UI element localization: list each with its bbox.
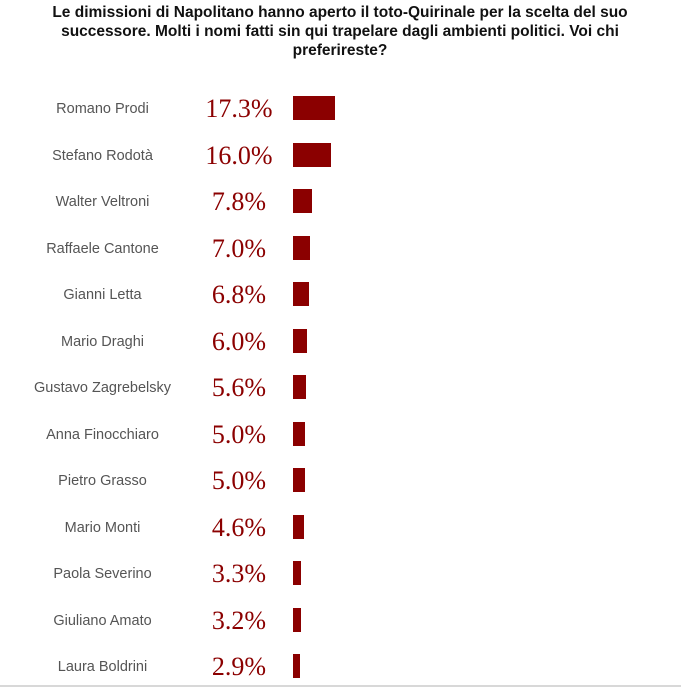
candidate-name: Gustavo Zagrebelsky — [33, 380, 171, 396]
percent-bar — [293, 329, 307, 353]
candidate-name: Mario Monti — [64, 520, 141, 536]
percent-bar — [293, 236, 310, 260]
percent-label: 7.8% — [211, 187, 267, 216]
candidate-name: Raffaele Cantone — [46, 241, 159, 257]
percent-label: 6.0% — [211, 327, 267, 356]
poll-row: Gianni Letta 6.8% — [0, 280, 681, 326]
poll-question: Le dimissioni di Napolitano hanno aperto… — [52, 4, 628, 59]
percent-bar — [293, 515, 304, 539]
poll-row: Paola Severino 3.3% — [0, 559, 681, 605]
candidate-name: Gianni Letta — [63, 287, 142, 303]
candidate-name: Paola Severino — [53, 566, 152, 582]
percent-label: 2.9% — [211, 652, 267, 681]
candidate-name: Stefano Rodotà — [52, 148, 153, 164]
candidate-name: Anna Finocchiaro — [46, 427, 159, 443]
candidate-name: Mario Draghi — [61, 334, 144, 350]
candidate-name: Pietro Grasso — [58, 473, 147, 489]
percent-label: 4.6% — [211, 513, 267, 542]
candidate-name: Walter Veltroni — [55, 194, 150, 210]
candidate-name: Laura Boldrini — [57, 659, 148, 675]
percent-label: 3.2% — [211, 606, 267, 635]
poll-row: Laura Boldrini 2.9% — [0, 652, 681, 698]
poll-row: Pietro Grasso 5.0% — [0, 466, 681, 512]
bottom-divider — [0, 685, 681, 687]
percent-label: 6.8% — [211, 280, 267, 309]
poll-row: Raffaele Cantone 7.0% — [0, 234, 681, 280]
candidate-name: Romano Prodi — [56, 101, 149, 117]
percent-bar — [293, 654, 300, 678]
percent-bar — [293, 422, 305, 446]
poll-row: Walter Veltroni 7.8% — [0, 187, 681, 233]
percent-bar — [293, 96, 335, 120]
percent-label: 7.0% — [211, 234, 267, 263]
poll-row: Giuliano Amato 3.2% — [0, 606, 681, 652]
percent-bar — [293, 282, 309, 306]
poll-row: Gustavo Zagrebelsky 5.6% — [0, 373, 681, 419]
percent-label: 5.0% — [211, 420, 267, 449]
percent-bar — [293, 143, 331, 167]
poll-row: Mario Draghi 6.0% — [0, 327, 681, 373]
poll-row: Mario Monti 4.6% — [0, 513, 681, 559]
percent-bar — [293, 375, 306, 399]
percent-bar — [293, 189, 312, 213]
poll-row: Stefano Rodotà 16.0% — [0, 141, 681, 187]
poll-row: Romano Prodi 17.3% — [0, 94, 681, 140]
percent-label: 3.3% — [211, 559, 267, 588]
candidate-name: Giuliano Amato — [53, 613, 152, 629]
percent-bar — [293, 468, 305, 492]
poll-row: Anna Finocchiaro 5.0% — [0, 420, 681, 466]
percent-label: 5.0% — [211, 466, 267, 495]
percent-label: 16.0% — [205, 141, 273, 170]
percent-bar — [293, 608, 301, 632]
percent-bar — [293, 561, 301, 585]
percent-label: 5.6% — [211, 373, 267, 402]
percent-label: 17.3% — [205, 94, 273, 123]
